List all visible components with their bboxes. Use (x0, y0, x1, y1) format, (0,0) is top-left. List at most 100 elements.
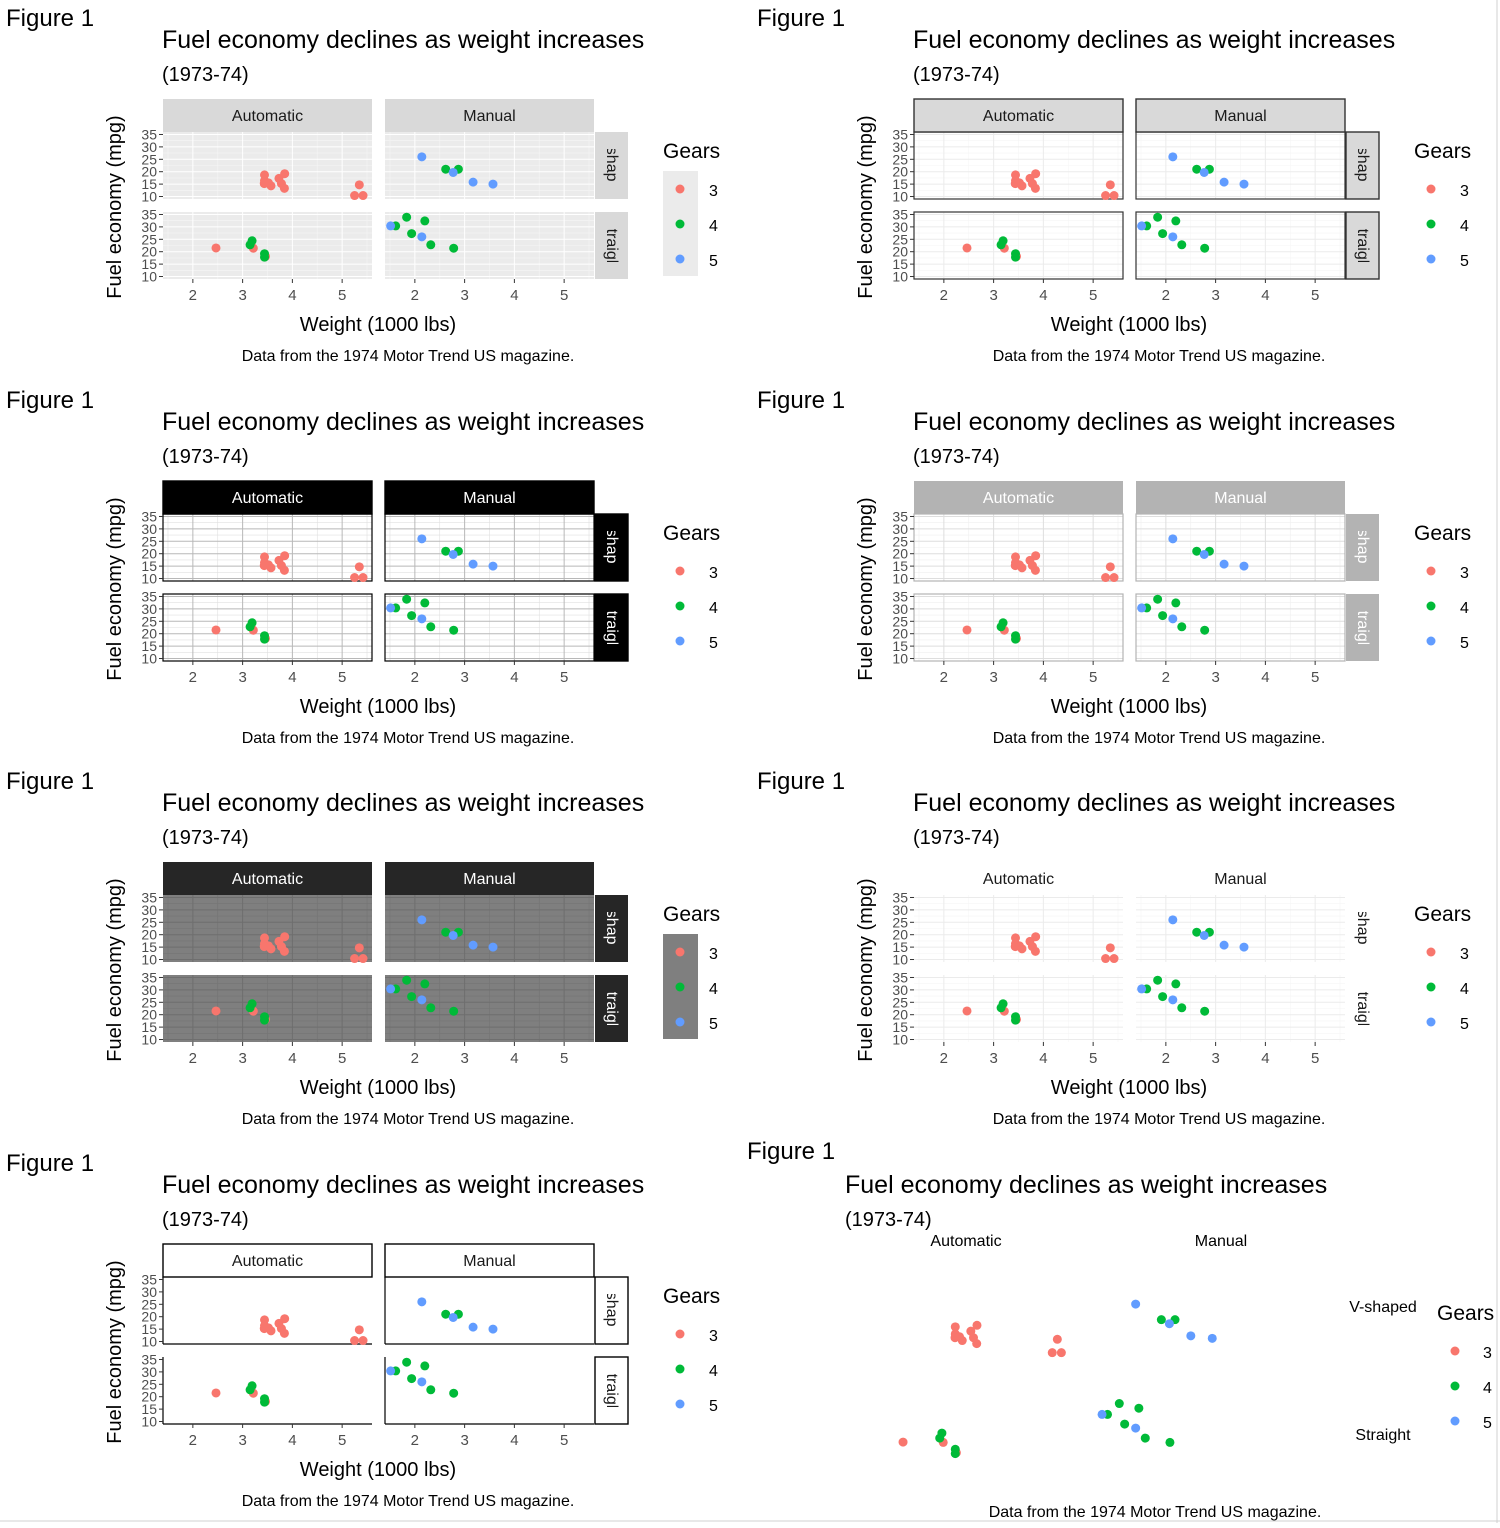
chart-caption: Data from the 1974 Motor Trend US magazi… (242, 1111, 575, 1128)
x-tick-label: 4 (1261, 1050, 1269, 1067)
data-point (1031, 169, 1041, 179)
x-tick-label: 4 (288, 669, 296, 686)
x-tick-label: 2 (189, 1432, 197, 1449)
facet-panel (163, 132, 372, 199)
data-point (1047, 1348, 1057, 1358)
data-point (1101, 191, 1111, 201)
x-tick-label: 5 (560, 1050, 568, 1067)
x-tick-label: 3 (238, 287, 246, 304)
legend-label: 5 (709, 1398, 718, 1415)
data-point (1109, 954, 1119, 964)
y-tick-label: 30 (892, 982, 908, 998)
chart-caption: Data from the 1974 Motor Trend US magazi… (242, 1493, 575, 1510)
legend-key (1450, 1416, 1460, 1426)
legend-label: 3 (709, 565, 718, 582)
legend-key (1450, 1346, 1460, 1356)
data-point (1140, 1433, 1150, 1443)
y-tick-label: 35 (141, 1271, 157, 1287)
data-point (417, 614, 427, 624)
x-tick-label: 4 (1039, 1050, 1047, 1067)
legend-title: Gears (663, 903, 720, 926)
data-point (1109, 191, 1119, 201)
row-strip (594, 1276, 629, 1345)
data-point (468, 559, 478, 569)
data-point (488, 1324, 498, 1334)
col-strip-label: Manual (1214, 871, 1266, 888)
x-tick-label: 5 (1089, 287, 1097, 304)
row-strip (1345, 131, 1380, 200)
data-point (1200, 243, 1210, 253)
row-strip-label: V-shaped (1354, 132, 1371, 200)
x-tick-label: 2 (411, 1432, 419, 1449)
y-tick-label: 15 (141, 1019, 157, 1035)
legend-key (675, 947, 685, 957)
figure-minimal: Figure 1 Fuel economy declines as weight … (757, 768, 1471, 1128)
data-point (386, 221, 396, 231)
row-strip (595, 975, 628, 1042)
y-tick-label: 20 (141, 164, 157, 180)
x-tick-label: 3 (460, 1050, 468, 1067)
data-point (1199, 167, 1209, 177)
figure-linedraw: Figure 1 Fuel economy declines as weight … (6, 387, 720, 747)
data-point (1158, 992, 1168, 1002)
x-tick-label: 2 (411, 669, 419, 686)
x-tick-label: 5 (1089, 1050, 1097, 1067)
col-strip (914, 481, 1123, 514)
facet-panel (913, 131, 1124, 200)
data-point (1200, 1006, 1210, 1016)
legend-label: 5 (709, 1016, 718, 1033)
chart-subtitle: (1973-74) (845, 1209, 932, 1231)
y-tick-label: 15 (141, 1321, 157, 1337)
facet-panel (1135, 131, 1346, 200)
data-point (488, 942, 498, 952)
legend-key (1426, 184, 1436, 194)
legend-key (1426, 601, 1436, 611)
legend-label: 5 (709, 253, 718, 270)
y-tick-label: 20 (892, 927, 908, 943)
panel-background (163, 1357, 372, 1424)
col-strip (913, 98, 1124, 133)
panel-border (913, 211, 1124, 280)
y-axis-title: Fuel economy (mpg) (855, 878, 877, 1061)
data-point (996, 1003, 1006, 1013)
x-axis-title: Weight (1000 lbs) (1051, 696, 1207, 718)
data-point (468, 177, 478, 187)
col-strip (163, 99, 372, 132)
y-tick-label: 25 (892, 613, 908, 629)
legend-label: 5 (709, 635, 718, 652)
chart-title: Fuel economy declines as weight increase… (162, 26, 644, 54)
data-point (1137, 984, 1147, 994)
data-point (350, 954, 360, 964)
y-tick-label: 10 (141, 1414, 157, 1430)
data-point (1109, 573, 1119, 583)
x-tick-label: 2 (411, 287, 419, 304)
data-point (449, 1388, 459, 1398)
x-tick-label: 3 (238, 669, 246, 686)
chart-title: Fuel economy declines as weight increase… (162, 1171, 644, 1199)
facet-panel (385, 895, 594, 962)
data-point (1168, 614, 1178, 624)
col-strip-label: Manual (463, 1253, 515, 1270)
facet-panel (1136, 975, 1345, 1042)
chart-title: Fuel economy declines as weight increase… (162, 408, 644, 436)
data-point (1219, 177, 1229, 187)
data-point (1199, 930, 1209, 940)
row-strip (595, 895, 628, 962)
y-tick-label: 25 (141, 1296, 157, 1312)
data-point (441, 1309, 451, 1319)
y-tick-label: 15 (141, 176, 157, 192)
data-point (245, 240, 255, 250)
panel-border (384, 593, 595, 662)
data-point (1031, 932, 1041, 942)
row-strip (594, 593, 629, 662)
x-tick-label: 4 (288, 1432, 296, 1449)
data-point (407, 229, 417, 239)
facet-panel (385, 212, 594, 279)
x-tick-label: 3 (1211, 287, 1219, 304)
y-tick-label: 10 (141, 189, 157, 205)
figure-bw: Figure 1 Fuel economy declines as weight … (757, 5, 1471, 365)
figure-label: Figure 1 (6, 5, 94, 32)
y-tick-label: 35 (892, 889, 908, 905)
y-tick-label: 35 (892, 588, 908, 604)
facet-panel (384, 1277, 594, 1345)
